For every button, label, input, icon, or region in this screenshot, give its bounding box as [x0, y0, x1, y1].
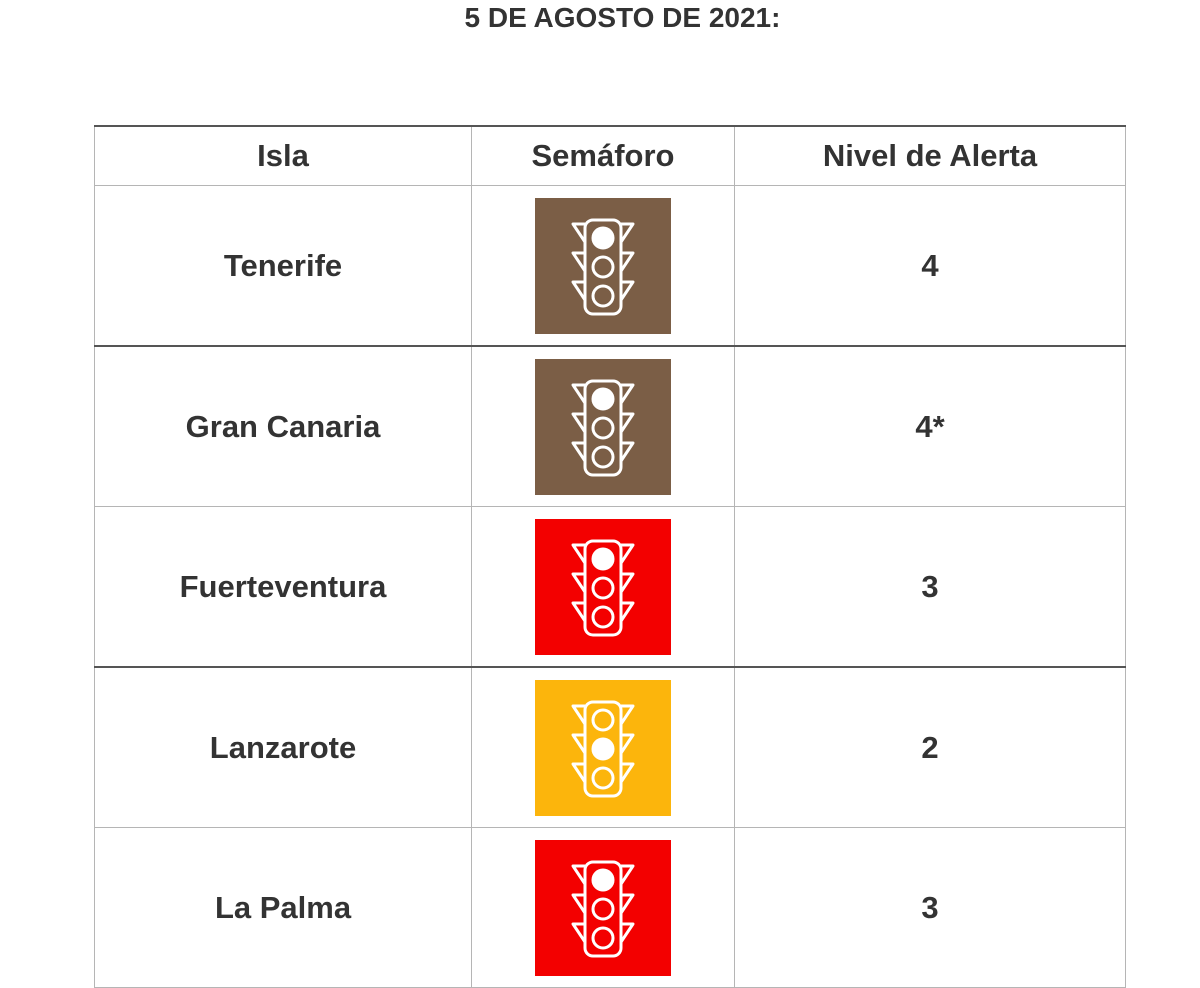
semaforo	[471, 827, 735, 988]
row: La Palma 3	[94, 827, 1126, 988]
semaforo	[471, 506, 735, 668]
traffic-light-icon	[535, 358, 671, 495]
row: Tenerife 4	[94, 185, 1126, 347]
island: Fuerteventura	[94, 506, 472, 668]
semaforo	[471, 666, 735, 828]
title: 5 DE AGOSTO DE 2021:	[464, 2, 781, 33]
island: La Palma	[94, 827, 472, 988]
island: Tenerife	[94, 185, 472, 347]
header-row: Isla Semáforo Nivel de Alerta	[94, 125, 1126, 186]
row: Gran Canaria 4*	[94, 345, 1126, 507]
alert-level: 3	[734, 506, 1126, 668]
traffic-light-icon	[535, 518, 671, 655]
alert-level: 2	[734, 666, 1126, 828]
header-cell: Isla	[94, 125, 472, 186]
alert-level: 4*	[734, 345, 1126, 507]
page: 5 DE AGOSTO DE 2021: Isla Semáforo Nivel…	[94, 2, 1126, 988]
alert-table: Isla Semáforo Nivel de Alerta Tenerife 4…	[94, 125, 1126, 988]
traffic-light-icon	[535, 839, 671, 976]
semaforo	[471, 185, 735, 347]
alert-level: 3	[734, 827, 1126, 988]
island: Gran Canaria	[94, 345, 472, 507]
alert-level: 4	[734, 185, 1126, 347]
header-cell: Semáforo	[471, 125, 735, 186]
traffic-light-icon	[535, 197, 671, 334]
traffic-light-icon	[535, 679, 671, 816]
row: Fuerteventura 3	[94, 506, 1126, 668]
row: Lanzarote 2	[94, 666, 1126, 828]
island: Lanzarote	[94, 666, 472, 828]
semaforo	[471, 345, 735, 507]
header-cell: Nivel de Alerta	[734, 125, 1126, 186]
